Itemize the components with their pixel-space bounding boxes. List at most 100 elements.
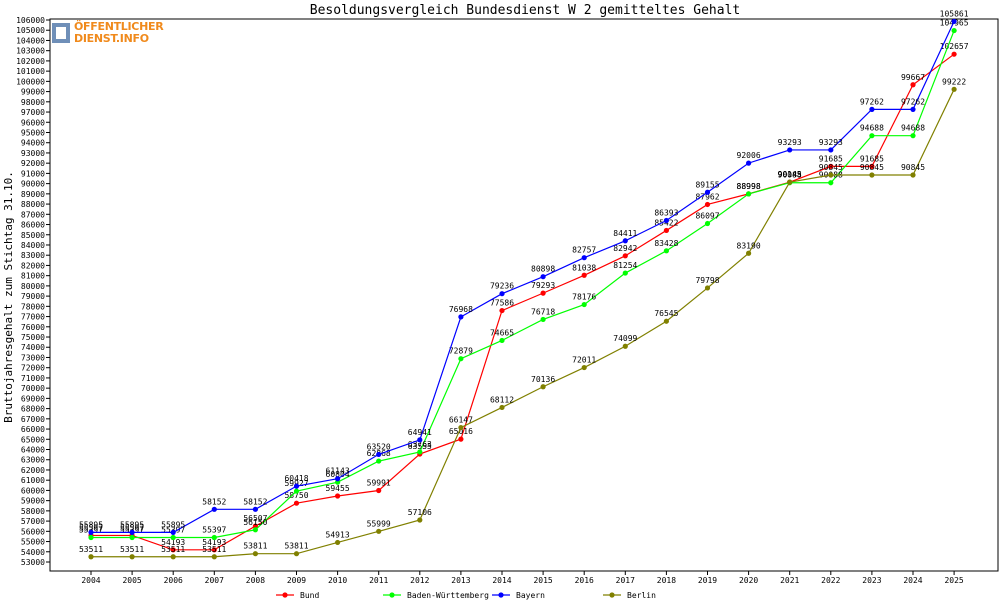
data-label: 53811 (284, 542, 308, 551)
data-point (499, 291, 505, 297)
data-label: 58152 (243, 497, 267, 506)
legend-swatch-marker (609, 592, 615, 598)
series-line (91, 89, 955, 558)
data-label: 63763 (408, 440, 432, 449)
data-label: 97262 (901, 97, 925, 106)
data-label: 70136 (531, 375, 555, 384)
x-tick-label: 2017 (616, 576, 635, 585)
x-tick-label: 2021 (780, 576, 799, 585)
x-tick-label: 2004 (81, 576, 100, 585)
data-point (293, 551, 300, 557)
legend-swatch-marker (282, 592, 288, 598)
y-tick-label: 92000 (21, 159, 45, 168)
data-point (869, 172, 875, 178)
data-label: 78176 (572, 293, 596, 302)
data-point (828, 163, 834, 169)
data-point (540, 274, 546, 280)
data-point (129, 529, 135, 535)
data-label: 56507 (243, 514, 267, 523)
data-point (376, 528, 382, 534)
data-label: 60804 (326, 470, 350, 479)
series-group: 55597 55597 54193 54193 56507 58750 59455 59991… (79, 9, 969, 560)
chart-title: Besoldungsvergleich Bundesdienst W 2 gem… (310, 3, 740, 18)
x-tick-label: 2019 (698, 576, 717, 585)
data-point (581, 272, 587, 278)
data-point (376, 458, 382, 464)
data-point (335, 539, 341, 546)
data-label: 86097 (695, 212, 719, 221)
data-label: 93293 (819, 138, 843, 147)
data-label: 65016 (449, 427, 473, 436)
y-tick-label: 85000 (21, 231, 45, 240)
y-tick-label: 101000 (16, 67, 45, 76)
y-tick-label: 73000 (21, 353, 45, 362)
data-point (540, 290, 546, 296)
data-point (746, 191, 752, 197)
data-label: 88998 (737, 182, 761, 191)
y-tick-label: 78000 (21, 302, 45, 311)
data-point (376, 451, 382, 458)
x-tick-label: 2022 (821, 576, 840, 585)
data-point (910, 106, 916, 112)
data-point (704, 189, 711, 195)
data-label: 90145 (778, 170, 802, 179)
x-tick-label: 2012 (410, 576, 429, 585)
data-label: 82942 (613, 244, 637, 253)
data-point (622, 270, 628, 276)
y-tick-label: 62000 (21, 466, 45, 475)
data-label: 94688 (860, 124, 884, 133)
y-tick-label: 61000 (21, 476, 45, 485)
data-label: 76718 (531, 307, 555, 316)
data-point (581, 255, 587, 261)
x-tick-label: 2014 (492, 576, 511, 585)
data-point (293, 488, 300, 494)
data-label: 79236 (490, 282, 514, 291)
data-point (704, 220, 711, 227)
data-point (170, 547, 176, 553)
series-0: 55597 55597 54193 54193 56507 58750 59455 59991… (79, 42, 969, 553)
data-label: 81038 (572, 263, 596, 272)
data-point (663, 318, 670, 324)
data-label: 54193 (161, 538, 185, 547)
brand-logo-line2: DIENST.INFO (74, 32, 149, 45)
y-tick-label: 93000 (21, 149, 45, 158)
y-tick-label: 105000 (16, 26, 45, 35)
data-point (951, 86, 957, 92)
data-label: 60418 (284, 474, 308, 483)
data-point (252, 523, 258, 529)
plot-frame (49, 18, 999, 572)
data-label: 91685 (860, 154, 884, 163)
x-tick-label: 2007 (205, 576, 224, 585)
y-tick-label: 96000 (21, 118, 45, 127)
data-label: 90145 (778, 170, 802, 179)
y-tick-label: 69000 (21, 394, 45, 403)
data-label: 99667 (901, 73, 925, 82)
data-point (129, 534, 135, 541)
data-label: 93293 (778, 138, 802, 147)
data-point (335, 476, 341, 482)
legend-swatch-marker (389, 592, 395, 598)
x-axis: 2004 2005 2006 2007 2008 2009 2010 2011 2012 2013… (81, 571, 964, 585)
data-label: 89155 (695, 180, 719, 189)
data-label: 59991 (367, 479, 391, 488)
y-tick-label: 53000 (21, 558, 45, 567)
data-point (293, 500, 300, 506)
x-tick-label: 2010 (328, 576, 347, 585)
data-point (869, 106, 875, 112)
y-tick-label: 81000 (21, 272, 45, 281)
data-point (499, 307, 505, 314)
data-point (499, 337, 505, 344)
data-label: 90845 (901, 163, 925, 172)
x-tick-label: 2015 (533, 576, 552, 585)
legend-swatch-marker (498, 592, 504, 598)
y-tick-label: 75000 (21, 333, 45, 342)
y-tick-label: 103000 (16, 47, 45, 56)
data-point (499, 404, 505, 411)
y-tick-label: 56000 (21, 527, 45, 536)
data-point (252, 527, 258, 533)
data-point (869, 163, 875, 169)
data-label: 53511 (202, 545, 226, 554)
data-label: 61143 (326, 467, 350, 476)
data-point (417, 517, 423, 523)
